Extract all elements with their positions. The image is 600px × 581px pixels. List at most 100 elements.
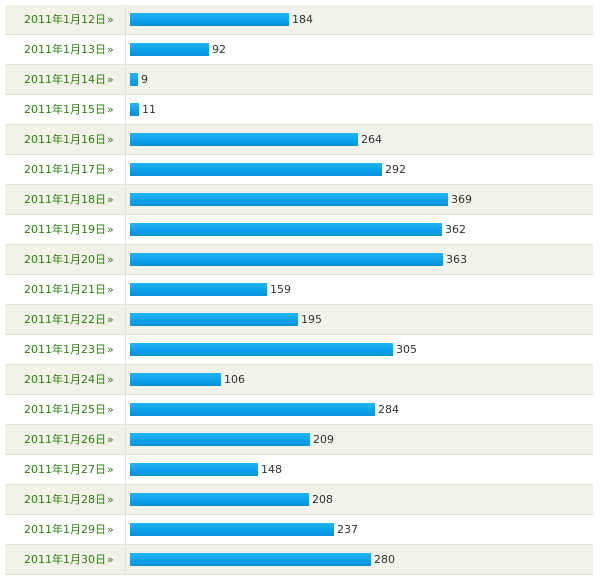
double-chevron-right-icon: » xyxy=(107,553,114,566)
chart-row: 2011年1月13日» 92 xyxy=(5,35,593,65)
bar xyxy=(130,403,375,416)
category-label: 2011年1月16日 xyxy=(24,133,106,146)
date-link[interactable]: 2011年1月16日» xyxy=(5,125,125,154)
category-label: 2011年1月22日 xyxy=(24,313,106,326)
double-chevron-right-icon: » xyxy=(107,133,114,146)
double-chevron-right-icon: » xyxy=(107,193,114,206)
value-label: 184 xyxy=(292,13,313,26)
chart-row: 2011年1月18日» 369 xyxy=(5,185,593,215)
bar-cell: 9 xyxy=(125,65,593,94)
bar xyxy=(130,253,443,266)
category-label: 2011年1月15日 xyxy=(24,103,106,116)
date-link[interactable]: 2011年1月22日» xyxy=(5,305,125,334)
date-link[interactable]: 2011年1月27日» xyxy=(5,455,125,484)
double-chevron-right-icon: » xyxy=(107,313,114,326)
category-label: 2011年1月27日 xyxy=(24,463,106,476)
chart-row: 2011年1月12日» 184 xyxy=(5,5,593,35)
category-label: 2011年1月28日 xyxy=(24,493,106,506)
bar xyxy=(130,133,358,146)
double-chevron-right-icon: » xyxy=(107,523,114,536)
date-link[interactable]: 2011年1月18日» xyxy=(5,185,125,214)
value-label: 264 xyxy=(361,133,382,146)
double-chevron-right-icon: » xyxy=(107,13,114,26)
value-label: 369 xyxy=(451,193,472,206)
value-label: 292 xyxy=(385,163,406,176)
date-link[interactable]: 2011年1月25日» xyxy=(5,395,125,424)
bar xyxy=(130,283,267,296)
double-chevron-right-icon: » xyxy=(107,103,114,116)
bar-cell: 106 xyxy=(125,365,593,394)
chart-row: 2011年1月25日» 284 xyxy=(5,395,593,425)
bar-cell: 209 xyxy=(125,425,593,454)
chart-row: 2011年1月15日» 11 xyxy=(5,95,593,125)
bar-cell: 363 xyxy=(125,245,593,274)
chart-row: 2011年1月26日» 209 xyxy=(5,425,593,455)
category-label: 2011年1月26日 xyxy=(24,433,106,446)
category-label: 2011年1月13日 xyxy=(24,43,106,56)
bar-cell: 184 xyxy=(125,5,593,34)
bar-cell: 92 xyxy=(125,35,593,64)
value-label: 9 xyxy=(141,73,148,86)
chart-row: 2011年1月24日» 106 xyxy=(5,365,593,395)
bar-cell: 369 xyxy=(125,185,593,214)
bar-cell: 284 xyxy=(125,395,593,424)
bar-cell: 208 xyxy=(125,485,593,514)
double-chevron-right-icon: » xyxy=(107,283,114,296)
date-link[interactable]: 2011年1月17日» xyxy=(5,155,125,184)
bar xyxy=(130,103,139,116)
category-label: 2011年1月12日 xyxy=(24,13,106,26)
value-label: 106 xyxy=(224,373,245,386)
bar xyxy=(130,493,309,506)
bar-cell: 11 xyxy=(125,95,593,124)
value-label: 280 xyxy=(374,553,395,566)
double-chevron-right-icon: » xyxy=(107,163,114,176)
date-link[interactable]: 2011年1月12日» xyxy=(5,5,125,34)
chart-row: 2011年1月19日» 362 xyxy=(5,215,593,245)
category-label: 2011年1月20日 xyxy=(24,253,106,266)
date-link[interactable]: 2011年1月29日» xyxy=(5,515,125,544)
date-link[interactable]: 2011年1月28日» xyxy=(5,485,125,514)
date-link[interactable]: 2011年1月21日» xyxy=(5,275,125,304)
double-chevron-right-icon: » xyxy=(107,73,114,86)
bar-cell: 280 xyxy=(125,545,593,574)
chart-row: 2011年1月14日» 9 xyxy=(5,65,593,95)
date-link[interactable]: 2011年1月23日» xyxy=(5,335,125,364)
value-label: 159 xyxy=(270,283,291,296)
chart-row: 2011年1月22日» 195 xyxy=(5,305,593,335)
date-link[interactable]: 2011年1月24日» xyxy=(5,365,125,394)
category-label: 2011年1月23日 xyxy=(24,343,106,356)
bar-cell: 195 xyxy=(125,305,593,334)
date-link[interactable]: 2011年1月15日» xyxy=(5,95,125,124)
date-link[interactable]: 2011年1月30日» xyxy=(5,545,125,574)
chart-row: 2011年1月23日» 305 xyxy=(5,335,593,365)
value-label: 363 xyxy=(446,253,467,266)
category-label: 2011年1月17日 xyxy=(24,163,106,176)
bar-cell: 292 xyxy=(125,155,593,184)
date-link[interactable]: 2011年1月13日» xyxy=(5,35,125,64)
date-link[interactable]: 2011年1月19日» xyxy=(5,215,125,244)
bar xyxy=(130,433,310,446)
category-label: 2011年1月24日 xyxy=(24,373,106,386)
chart-row: 2011年1月17日» 292 xyxy=(5,155,593,185)
bar xyxy=(130,223,442,236)
chart-row: 2011年1月28日» 208 xyxy=(5,485,593,515)
chart-row: 2011年1月30日» 280 xyxy=(5,545,593,575)
date-link[interactable]: 2011年1月26日» xyxy=(5,425,125,454)
chart-row: 2011年1月16日» 264 xyxy=(5,125,593,155)
date-link[interactable]: 2011年1月14日» xyxy=(5,65,125,94)
value-label: 305 xyxy=(396,343,417,356)
category-label: 2011年1月19日 xyxy=(24,223,106,236)
value-label: 284 xyxy=(378,403,399,416)
bar-cell: 362 xyxy=(125,215,593,244)
double-chevron-right-icon: » xyxy=(107,403,114,416)
chart-row: 2011年1月21日» 159 xyxy=(5,275,593,305)
bar xyxy=(130,523,334,536)
chart-row: 2011年1月29日» 237 xyxy=(5,515,593,545)
value-label: 209 xyxy=(313,433,334,446)
category-label: 2011年1月18日 xyxy=(24,193,106,206)
double-chevron-right-icon: » xyxy=(107,373,114,386)
date-link[interactable]: 2011年1月20日» xyxy=(5,245,125,274)
double-chevron-right-icon: » xyxy=(107,463,114,476)
bar-cell: 148 xyxy=(125,455,593,484)
double-chevron-right-icon: » xyxy=(107,253,114,266)
